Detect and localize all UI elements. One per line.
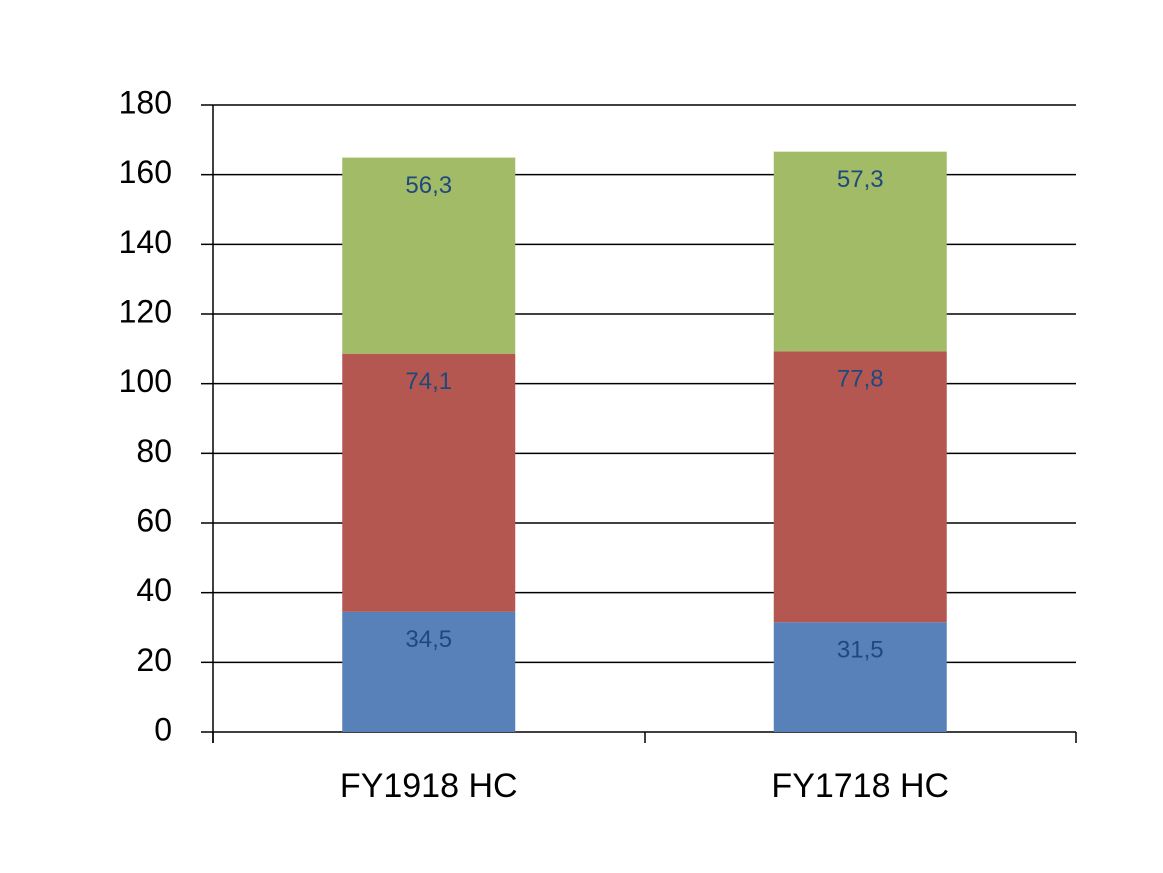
value-label: 74,1	[405, 368, 452, 395]
y-tick-label: 160	[119, 154, 172, 190]
y-tick-label: 40	[136, 572, 172, 608]
y-tick-label: 180	[119, 84, 172, 120]
value-label: 56,3	[405, 172, 452, 199]
bar-segment	[773, 622, 947, 732]
value-label: 31,5	[837, 637, 884, 664]
y-tick-label: 0	[154, 711, 172, 747]
x-tick-label: FY1918 HC	[340, 767, 518, 805]
y-tick-label: 20	[136, 642, 172, 678]
y-tick-label: 100	[119, 363, 172, 399]
bar-segment	[773, 151, 947, 352]
y-tick-label: 120	[119, 293, 172, 329]
y-tick-label: 140	[119, 224, 172, 260]
bar-segment	[342, 353, 516, 612]
x-tick-label: FY1718 HC	[771, 767, 949, 805]
bar-segment	[773, 351, 947, 623]
value-label: 57,3	[837, 166, 884, 193]
bar-segment	[342, 157, 516, 354]
value-label: 77,8	[837, 366, 884, 393]
y-tick-label: 60	[136, 502, 172, 538]
y-tick-label: 80	[136, 433, 172, 469]
value-label: 34,5	[405, 626, 452, 653]
bar-segment	[342, 611, 516, 732]
